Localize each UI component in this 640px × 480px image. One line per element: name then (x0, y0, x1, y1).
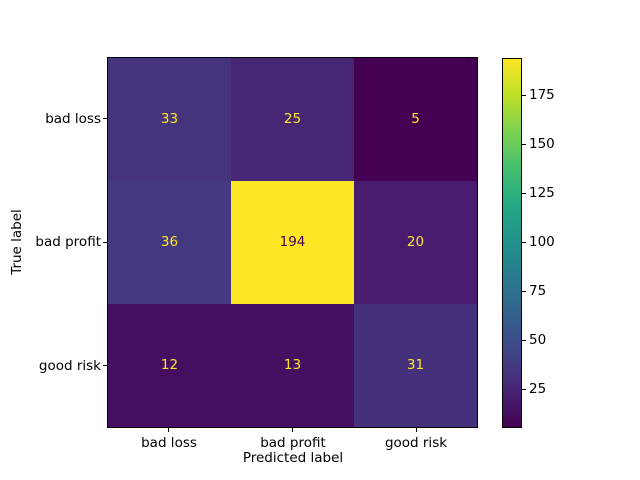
x-tick-label-bad-loss: bad loss (141, 435, 197, 451)
y-tick-mark (103, 118, 107, 119)
x-tick-label-good-risk: good risk (384, 435, 448, 451)
y-tick-label-bad-profit: bad profit (35, 234, 101, 250)
y-tick-label-good-risk: good risk (38, 358, 101, 374)
x-axis-title: Predicted label (242, 450, 344, 466)
matrix-cell-r1c0: 36 (108, 181, 231, 304)
x-tick-mark (416, 428, 417, 432)
colorbar-tick-label-25: 25 (529, 381, 547, 397)
colorbar-tick-mark (522, 193, 526, 194)
colorbar-tick-mark (522, 144, 526, 145)
colorbar-tick-label-175: 175 (529, 87, 555, 103)
colorbar-tick-label-125: 125 (529, 185, 555, 201)
matrix-cell-r0c0: 33 (108, 58, 231, 181)
colorbar-tick-label-50: 50 (529, 332, 547, 348)
colorbar-tick-mark (522, 389, 526, 390)
confusion-matrix-grid: 33 25 5 36 194 20 12 13 31 (107, 57, 478, 428)
colorbar-tick-mark (522, 242, 526, 243)
colorbar-tick-mark (522, 291, 526, 292)
matrix-cell-r1c1: 194 (231, 181, 354, 304)
colorbar-tick-label-150: 150 (529, 136, 555, 152)
matrix-cell-r2c1: 13 (231, 304, 354, 427)
colorbar-tick-label-100: 100 (529, 234, 555, 250)
matrix-cell-r2c0: 12 (108, 304, 231, 427)
colorbar-tick-mark (522, 95, 526, 96)
x-tick-mark (292, 428, 293, 432)
colorbar-tick-mark (522, 340, 526, 341)
matrix-cell-r0c2: 5 (354, 58, 477, 181)
matrix-cell-r0c1: 25 (231, 58, 354, 181)
x-tick-mark (168, 428, 169, 432)
matrix-cell-r2c2: 31 (354, 304, 477, 427)
matrix-cell-r1c2: 20 (354, 181, 477, 304)
y-tick-mark (103, 365, 107, 366)
colorbar (502, 58, 522, 428)
y-tick-label-bad-loss: bad loss (45, 111, 101, 127)
colorbar-tick-label-75: 75 (529, 283, 547, 299)
x-tick-label-bad-profit: bad profit (260, 435, 326, 451)
y-tick-mark (103, 242, 107, 243)
